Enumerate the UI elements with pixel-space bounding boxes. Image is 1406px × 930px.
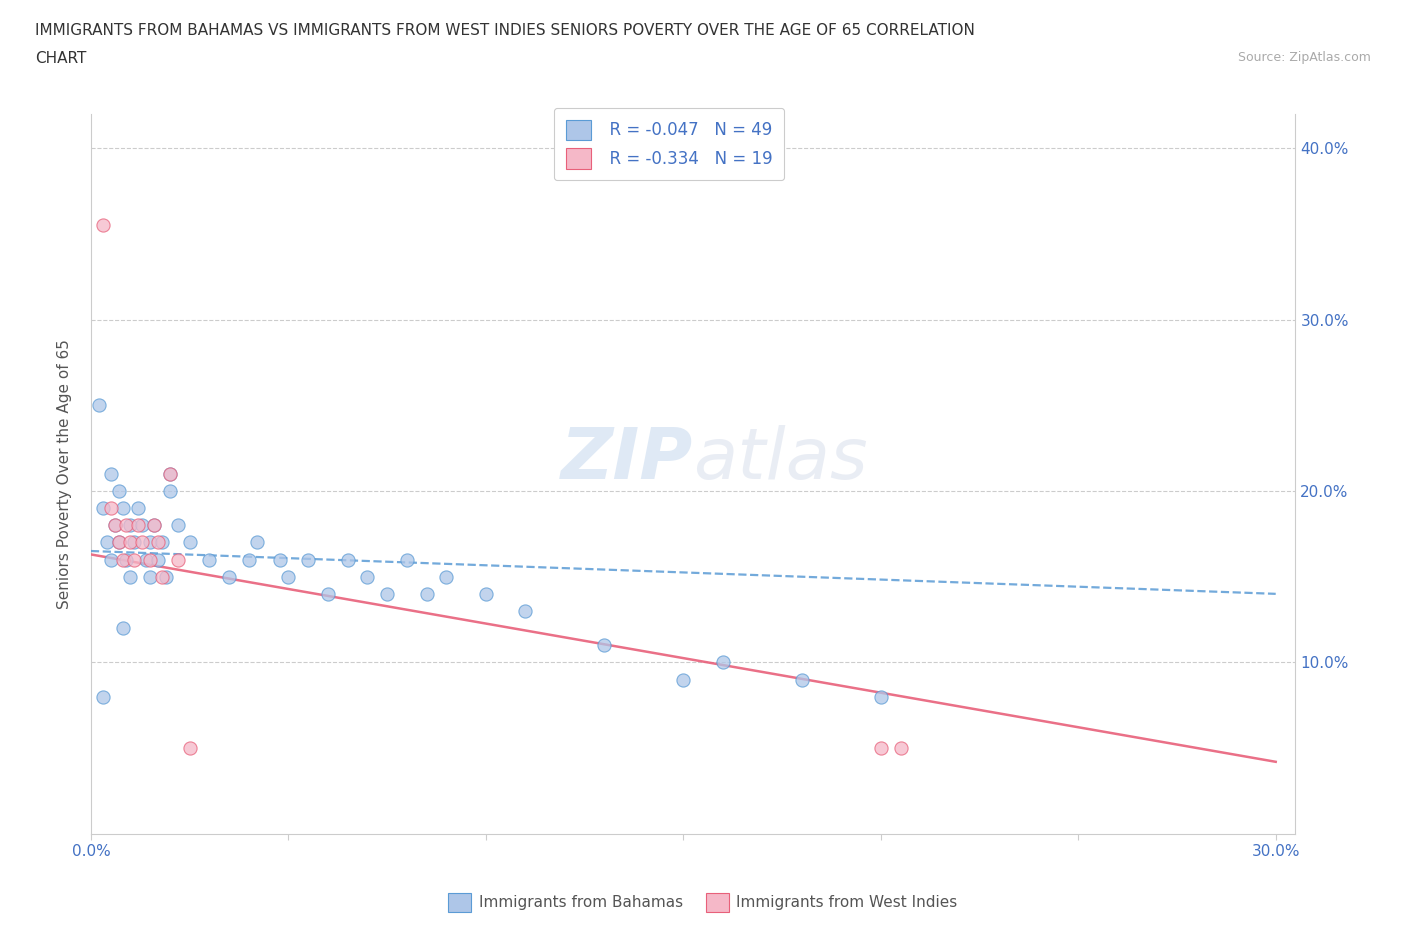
Point (375, 587, 398, 602)
Point (159, 484, 181, 498)
Point (246, 535, 269, 550)
Point (131, 518, 153, 533)
Point (127, 518, 149, 533)
Point (889, 740, 911, 755)
Point (277, 569, 299, 584)
Point (146, 552, 169, 567)
Point (115, 552, 138, 567)
Point (91, 689, 114, 704)
Point (672, 672, 695, 687)
Point (111, 620, 134, 635)
Point (111, 552, 134, 567)
Y-axis label: Seniors Poverty Over the Age of 65: Seniors Poverty Over the Age of 65 (58, 339, 72, 609)
Point (166, 518, 188, 533)
Point (593, 638, 616, 653)
Point (869, 740, 891, 755)
Point (104, 518, 127, 533)
Point (100, 467, 122, 482)
Point (107, 484, 129, 498)
Point (91, 500, 114, 515)
Text: atlas: atlas (693, 425, 868, 494)
Text: IMMIGRANTS FROM BAHAMAS VS IMMIGRANTS FROM WEST INDIES SENIORS POVERTY OVER THE : IMMIGRANTS FROM BAHAMAS VS IMMIGRANTS FR… (35, 23, 974, 38)
Point (336, 552, 359, 567)
Point (100, 552, 122, 567)
Point (143, 518, 166, 533)
Point (104, 518, 127, 533)
Point (91, 218, 114, 232)
Point (111, 500, 134, 515)
Point (434, 569, 457, 584)
Point (711, 655, 734, 670)
Point (96, 535, 118, 550)
Point (107, 535, 129, 550)
Legend: Immigrants from Bahamas, Immigrants from West Indies: Immigrants from Bahamas, Immigrants from… (443, 887, 963, 918)
Point (124, 535, 146, 550)
Point (107, 535, 129, 550)
Point (139, 552, 162, 567)
Point (356, 569, 378, 584)
Point (124, 552, 146, 567)
Point (131, 535, 153, 550)
Point (179, 740, 201, 755)
Point (475, 587, 498, 602)
Point (395, 552, 418, 567)
Point (415, 587, 437, 602)
Point (139, 535, 162, 550)
Point (869, 689, 891, 704)
Point (150, 569, 173, 584)
Point (515, 604, 537, 618)
Point (135, 552, 157, 567)
Point (150, 535, 173, 550)
Point (297, 552, 319, 567)
Point (100, 500, 122, 515)
Point (120, 535, 142, 550)
Point (139, 569, 162, 584)
Point (316, 587, 339, 602)
Point (120, 569, 142, 584)
Point (146, 535, 169, 550)
Point (269, 552, 291, 567)
Point (120, 518, 142, 533)
Point (115, 518, 138, 533)
Point (159, 467, 181, 482)
Point (155, 569, 177, 584)
Point (790, 672, 813, 687)
Point (179, 535, 201, 550)
Point (198, 552, 221, 567)
Point (218, 569, 240, 584)
Point (159, 467, 181, 482)
Point (166, 552, 188, 567)
Point (143, 518, 166, 533)
Text: Source: ZipAtlas.com: Source: ZipAtlas.com (1237, 51, 1371, 64)
Point (87, 398, 110, 413)
Text: CHART: CHART (35, 51, 87, 66)
Point (238, 552, 260, 567)
Point (127, 500, 149, 515)
Text: ZIP: ZIP (561, 425, 693, 494)
Legend:   R = -0.047   N = 49,   R = -0.334   N = 19: R = -0.047 N = 49, R = -0.334 N = 19 (554, 108, 785, 180)
